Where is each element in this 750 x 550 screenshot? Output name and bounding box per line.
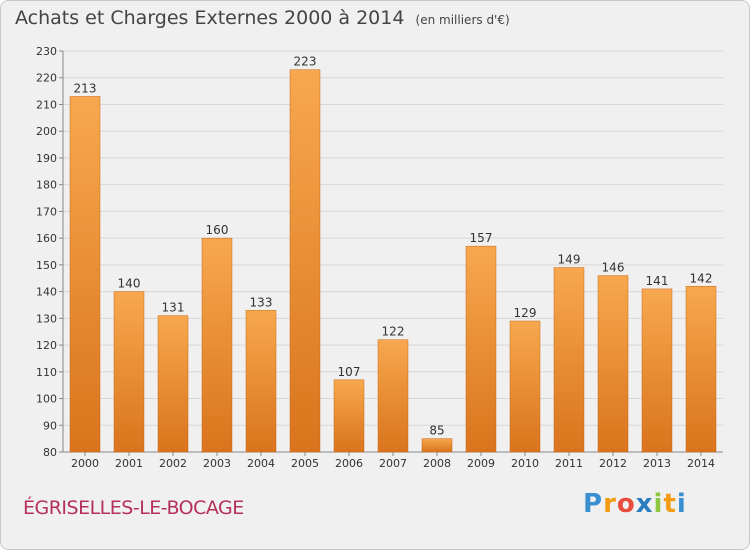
bar-2000 bbox=[69, 96, 101, 453]
x-tick-label-2002: 2002 bbox=[159, 457, 187, 470]
y-tick-label: 220 bbox=[36, 72, 57, 85]
value-label-2012: 146 bbox=[602, 261, 625, 275]
bar-2008 bbox=[421, 438, 453, 453]
bar-2009 bbox=[465, 245, 497, 453]
y-tick-label: 230 bbox=[36, 45, 57, 58]
x-tick-label-2007: 2007 bbox=[379, 457, 407, 470]
value-label-2005: 223 bbox=[294, 55, 317, 69]
value-label-2004: 133 bbox=[250, 295, 273, 309]
value-label-2011: 149 bbox=[558, 253, 581, 267]
y-tick-label: 110 bbox=[36, 366, 57, 379]
x-tick-label-2006: 2006 bbox=[335, 457, 363, 470]
x-tick-label-2000: 2000 bbox=[71, 457, 99, 470]
x-tick-label-2004: 2004 bbox=[247, 457, 275, 470]
x-tick-label-2003: 2003 bbox=[203, 457, 231, 470]
logo-letter: t bbox=[663, 489, 677, 519]
chart-unit: (en milliers d'€) bbox=[415, 13, 510, 27]
x-tick-label-2013: 2013 bbox=[643, 457, 671, 470]
logo-letter: r bbox=[603, 489, 617, 519]
y-tick-label: 100 bbox=[36, 393, 57, 406]
y-tick-label: 200 bbox=[36, 125, 57, 138]
value-label-2010: 129 bbox=[514, 306, 537, 320]
proxiti-logo: Proxiti bbox=[583, 489, 687, 519]
chart-title: Achats et Charges Externes 2000 à 2014 bbox=[15, 7, 405, 29]
bar-2003 bbox=[201, 237, 233, 453]
y-tick-label: 150 bbox=[36, 259, 57, 272]
value-label-2000: 213 bbox=[74, 81, 97, 95]
y-tick-label: 190 bbox=[36, 152, 57, 165]
y-tick-label: 170 bbox=[36, 205, 57, 218]
x-tick-label-2001: 2001 bbox=[115, 457, 143, 470]
y-tick-label: 80 bbox=[43, 446, 57, 459]
y-tick-label: 210 bbox=[36, 98, 57, 111]
logo-letter: P bbox=[583, 489, 604, 519]
x-tick-label-2011: 2011 bbox=[555, 457, 583, 470]
city-name: ÉGRISELLES-LE-BOCAGE bbox=[23, 497, 244, 519]
bar-2002 bbox=[157, 315, 189, 453]
value-label-2014: 142 bbox=[690, 271, 713, 285]
y-tick-label: 160 bbox=[36, 232, 57, 245]
value-label-2013: 141 bbox=[646, 274, 669, 288]
bar-2007 bbox=[377, 339, 409, 453]
x-tick-label-2010: 2010 bbox=[511, 457, 539, 470]
y-tick-label: 90 bbox=[43, 419, 57, 432]
y-tick-label: 130 bbox=[36, 312, 57, 325]
bar-2012 bbox=[597, 275, 629, 453]
logo-letter: i bbox=[676, 489, 687, 519]
value-label-2007: 122 bbox=[382, 325, 405, 339]
value-label-2001: 140 bbox=[118, 277, 141, 291]
bar-2011 bbox=[553, 267, 585, 453]
bar-2014 bbox=[685, 286, 717, 453]
bar-2010 bbox=[509, 320, 541, 453]
x-tick-label-2014: 2014 bbox=[687, 457, 715, 470]
y-tick-label: 180 bbox=[36, 179, 57, 192]
chart-title-block: Achats et Charges Externes 2000 à 2014 (… bbox=[15, 7, 510, 29]
value-label-2006: 107 bbox=[338, 365, 361, 379]
bar-2013 bbox=[641, 288, 673, 453]
bar-2006 bbox=[333, 379, 365, 453]
bar-2004 bbox=[245, 310, 277, 453]
value-label-2002: 131 bbox=[162, 301, 185, 315]
logo-letter: o bbox=[616, 489, 636, 519]
y-tick-label: 140 bbox=[36, 286, 57, 299]
logo-letter: x bbox=[635, 489, 654, 519]
value-label-2003: 160 bbox=[206, 223, 229, 237]
bar-2005 bbox=[289, 69, 321, 453]
bar-2001 bbox=[113, 291, 145, 453]
x-tick-label-2012: 2012 bbox=[599, 457, 627, 470]
y-tick-label: 120 bbox=[36, 339, 57, 352]
x-tick-label-2005: 2005 bbox=[291, 457, 319, 470]
x-tick-label-2008: 2008 bbox=[423, 457, 451, 470]
value-label-2008: 85 bbox=[429, 424, 444, 438]
value-label-2009: 157 bbox=[470, 231, 493, 245]
x-tick-label-2009: 2009 bbox=[467, 457, 495, 470]
logo-letter: i bbox=[653, 489, 664, 519]
